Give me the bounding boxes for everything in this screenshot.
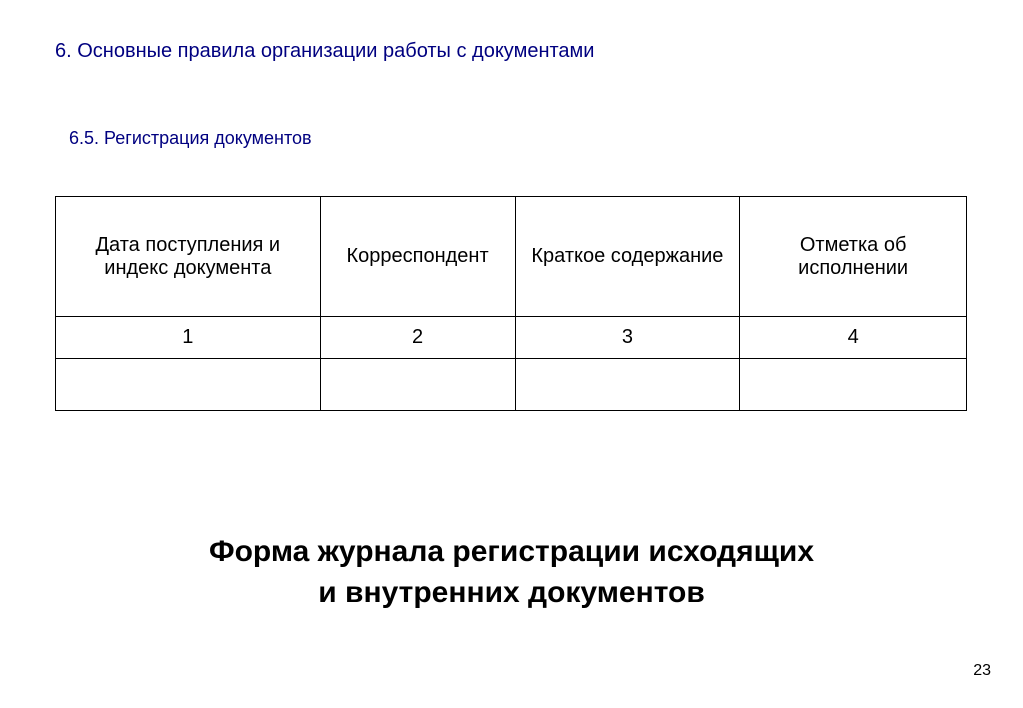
table-header-cell: Краткое содержание [515, 197, 740, 317]
table-cell [740, 359, 967, 411]
table-cell [56, 359, 321, 411]
subsection-heading: 6.5. Регистрация документов [69, 128, 312, 149]
page-number: 23 [973, 662, 991, 680]
table-cell: 1 [56, 317, 321, 359]
table-cell: 2 [320, 317, 515, 359]
table-cell [515, 359, 740, 411]
table-header-cell: Дата поступления и индекс документа [56, 197, 321, 317]
table-cell: 3 [515, 317, 740, 359]
table-header-cell: Корреспондент [320, 197, 515, 317]
table-cell: 4 [740, 317, 967, 359]
section-heading: 6. Основные правила организации работы с… [55, 40, 594, 63]
registration-table: Дата поступления и индекс документа Корр… [55, 196, 967, 411]
table-cell [320, 359, 515, 411]
table-number-row: 1 2 3 4 [56, 317, 967, 359]
table-header-cell: Отметка об исполнении [740, 197, 967, 317]
form-title-line2: и внутренних документов [318, 576, 705, 609]
table-header-row: Дата поступления и индекс документа Корр… [56, 197, 967, 317]
form-title: Форма журнала регистрации исходящих и вн… [0, 532, 1023, 613]
form-title-line1: Форма журнала регистрации исходящих [209, 535, 814, 568]
table-empty-row [56, 359, 967, 411]
